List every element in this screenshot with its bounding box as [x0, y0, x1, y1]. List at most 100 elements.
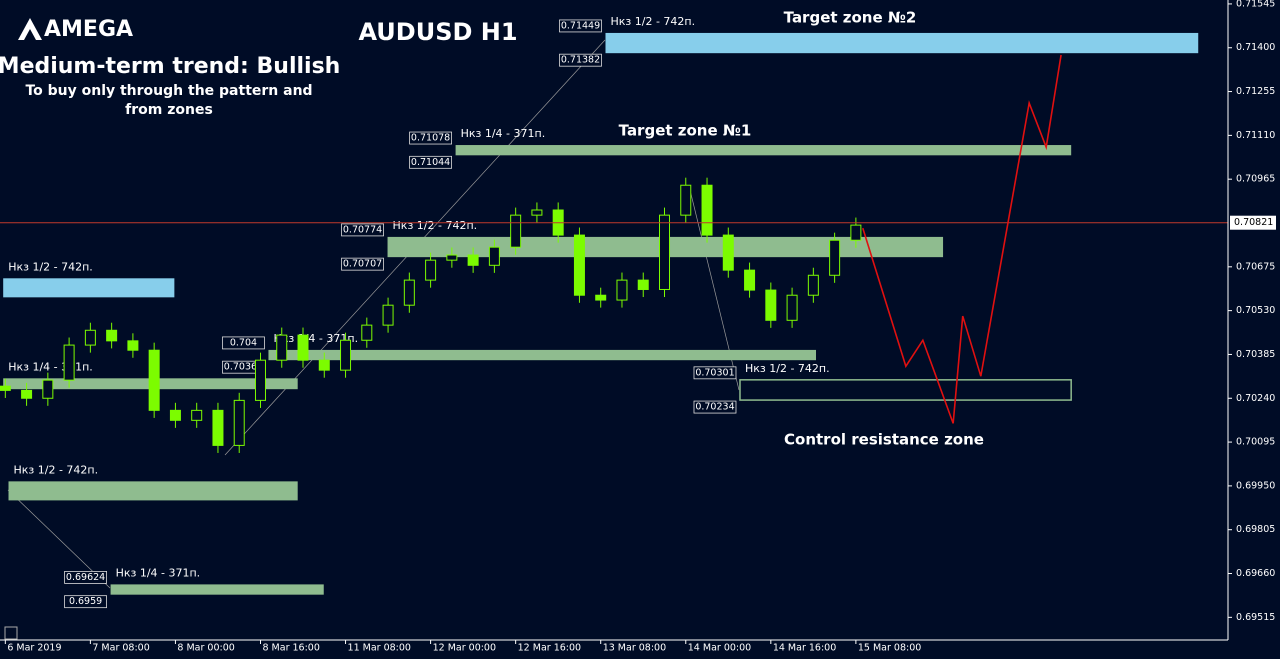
x-tick-label: 13 Mar 08:00 [603, 643, 666, 654]
candle-body [382, 304, 394, 326]
price-tag-box [222, 336, 265, 350]
y-tick-label: 0.70095 [1236, 437, 1275, 448]
overlay: 0.70821 [0, 54, 1276, 424]
zone-label: Нкз 1/2 - 742п. [610, 15, 695, 28]
candle-body [191, 409, 203, 421]
x-tick-label: 8 Mar 00:00 [177, 643, 234, 654]
price-tag: 0.69624 [66, 572, 105, 583]
zone-label: Нкз 1/2 - 742п. [393, 219, 478, 232]
zone [605, 32, 1199, 54]
candle-body [340, 339, 352, 371]
y-tick-label: 0.70530 [1236, 305, 1275, 316]
candle-body [573, 234, 585, 296]
candle-body [106, 329, 118, 342]
price-tag: 0.70774 [343, 224, 382, 235]
price-tag-box [64, 571, 107, 584]
y-tick-label: 0.69950 [1236, 480, 1275, 491]
candle-body [233, 399, 245, 446]
candle-body [276, 334, 288, 361]
zone-label: Нкз 1/2 - 742п. [745, 362, 830, 375]
candle-body [467, 254, 479, 266]
zone [8, 481, 298, 501]
candle-body [84, 329, 96, 346]
y-tick-label: 0.70240 [1236, 393, 1275, 404]
chart-title: AUDUSD H1 [358, 18, 517, 46]
zone-label: Нкз 1/4 - 371п. [8, 360, 93, 373]
candle-body [807, 274, 819, 296]
zone-title: Target zone №1 [619, 122, 752, 140]
y-tick-label: 0.71255 [1236, 86, 1275, 97]
y-tick-label: 0.69660 [1236, 568, 1275, 579]
logo: AMEGA [44, 17, 133, 42]
candle-body [701, 184, 713, 236]
candle-body [595, 294, 607, 301]
zone [455, 145, 1072, 156]
candle-body [0, 385, 11, 391]
price-tag: 0.70234 [695, 402, 734, 413]
y-tick-label: 0.69805 [1236, 524, 1275, 535]
candle-body [531, 209, 543, 216]
forecast-line [862, 54, 1062, 424]
candle-body [637, 279, 649, 290]
candle-body [127, 340, 139, 351]
candle-body [148, 349, 160, 411]
candle-body [680, 184, 692, 216]
price-tag-box [341, 223, 384, 237]
price-tag-box [409, 131, 452, 145]
zone [3, 278, 175, 298]
zone-label: Нкз 1/2 - 742п. [8, 260, 93, 273]
price-tag-box [559, 19, 602, 33]
y-tick-label: 0.71400 [1236, 42, 1275, 53]
price-tag: 0.71078 [411, 133, 450, 144]
y-tick-label: 0.69515 [1236, 612, 1275, 623]
zones: Нкз 1/2 - 742п. 0.71449 0.71382 Target zone… [3, 9, 1199, 609]
price-tag: 0.71449 [561, 20, 600, 31]
price-label-box [1230, 215, 1276, 230]
candle-body [361, 324, 373, 341]
candle-body [446, 254, 458, 261]
zone [110, 584, 324, 595]
note: from zones [125, 102, 213, 118]
candle-body [425, 259, 437, 281]
x-tick-label: 7 Mar 08:00 [92, 643, 149, 654]
candle-body [510, 214, 522, 248]
candle-body [744, 269, 756, 291]
zone-title: Target zone №2 [784, 9, 917, 27]
candle-body [722, 234, 734, 271]
candle-body [488, 246, 500, 266]
y-tick-label: 0.70965 [1236, 174, 1275, 185]
candle-body [21, 389, 33, 399]
candle-body [63, 344, 75, 381]
price-tag: 0.71044 [411, 157, 450, 168]
trend: Medium-term trend: Bullish [0, 54, 340, 79]
candle-body [659, 214, 671, 290]
candle-body [254, 359, 266, 401]
price-tag: 0.70366 [224, 362, 263, 373]
price-tag-box [693, 366, 737, 380]
y-tick-label: 0.70675 [1236, 261, 1275, 272]
x-tick-label: 6 Mar 2019 [7, 643, 61, 654]
candle-body [616, 279, 628, 301]
x-tick-label: 14 Mar 16:00 [773, 643, 836, 654]
price-tag: 0.70707 [343, 259, 382, 270]
candles [0, 177, 862, 453]
y-tick-label: 0.71110 [1236, 130, 1275, 141]
note: To buy only through the pattern and [25, 83, 312, 99]
price-tag-box [559, 53, 602, 67]
logo-icon [18, 18, 42, 40]
price-tag-box [64, 595, 107, 609]
candle-body [42, 379, 54, 399]
zone [739, 379, 1072, 401]
candle-body [403, 279, 415, 306]
candle-body [212, 409, 224, 446]
x-tick-label: 12 Mar 00:00 [433, 643, 496, 654]
candle-body [169, 409, 181, 421]
axes: 6 Mar 2019 7 Mar 08:00 8 Mar 00:00 8 Mar 16… [4, 0, 1275, 654]
price-tag-box [341, 257, 384, 271]
y-tick-label: 0.70385 [1236, 349, 1275, 360]
corner-icon [4, 626, 18, 640]
x-tick-label: 11 Mar 08:00 [348, 643, 411, 654]
